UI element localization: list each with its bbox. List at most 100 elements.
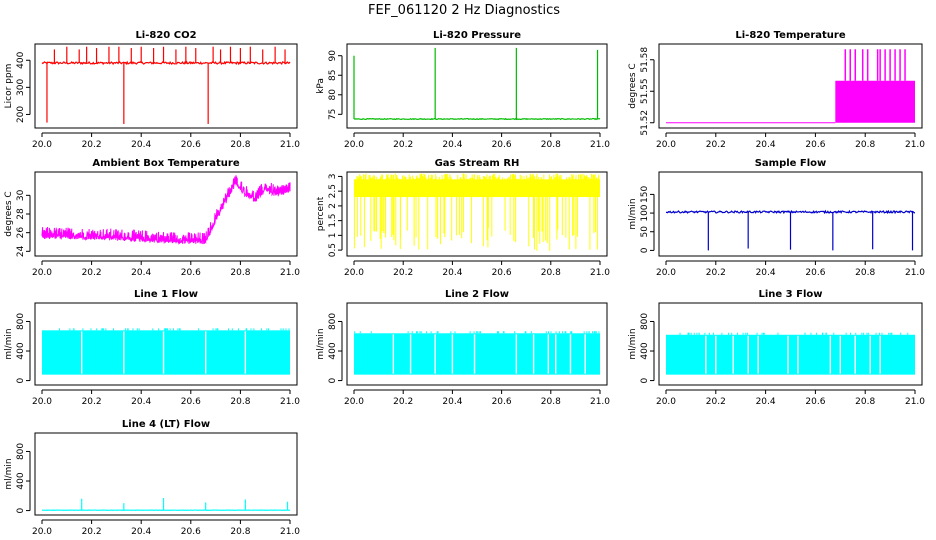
x-tick-label: 20.6 (492, 140, 512, 150)
y-tick-label: 2 (328, 203, 338, 209)
y-tick-label: 80 (328, 89, 338, 101)
y-tick-label: 2.5 (328, 184, 338, 198)
data-series (354, 331, 600, 375)
x-tick-label: 20.6 (492, 397, 512, 407)
plot-frame (34, 171, 298, 257)
data-series (41, 498, 291, 511)
y-axis: 0 400 800 (328, 313, 343, 383)
y-axis-label: ml/min (316, 328, 326, 359)
data-series (353, 173, 600, 251)
x-tick-label: 20.0 (656, 268, 676, 278)
y-tick-label: 3 (328, 174, 338, 180)
data-series (42, 328, 290, 375)
data-series (41, 175, 291, 245)
y-axis-label: Licor ppm (4, 64, 14, 109)
data-series (666, 332, 915, 375)
x-tick-label: 20.2 (82, 527, 102, 537)
x-tick-label: 20.4 (131, 397, 151, 407)
x-tick-label: 20.8 (541, 268, 561, 278)
x-tick-label: 20.2 (393, 140, 413, 150)
plot-frame (346, 43, 608, 129)
y-axis: 0 400 800 (640, 313, 655, 383)
x-tick-label: 20.0 (32, 527, 52, 537)
y-tick-label: 800 (640, 313, 650, 330)
y-tick-label: 90 (328, 50, 338, 62)
y-axis-label: degrees C (4, 191, 14, 236)
y-tick-label: 1 (328, 233, 338, 239)
y-tick-label: 150 (640, 186, 650, 203)
y-tick-label: 0 (16, 507, 26, 513)
y-axis-label: ml/min (628, 328, 638, 359)
y-tick-label: 75 (328, 109, 338, 120)
x-axis: 20.0 20.2 20.4 20.6 20.8 21.0 (656, 389, 925, 407)
x-axis: 20.0 20.2 20.4 20.6 20.8 21.0 (344, 389, 610, 407)
chart-panel: Gas Stream RH 20.0 20.2 20.4 20.6 20.8 21.0 0.5… (316, 158, 610, 278)
chart-title: Line 1 Flow (134, 289, 198, 300)
y-axis: 0 400 800 (16, 443, 31, 513)
y-tick-label: 26 (16, 227, 26, 239)
y-tick-label: 1.5 (328, 213, 338, 227)
y-tick-label: 0 (328, 377, 338, 383)
x-tick-label: 20.8 (855, 397, 875, 407)
y-axis-label: ml/min (4, 458, 14, 489)
y-tick-label: 85 (328, 70, 338, 81)
x-tick-label: 20.6 (805, 140, 825, 150)
series-line (41, 60, 291, 66)
x-tick-label: 20.0 (344, 397, 364, 407)
y-tick-label: 0 (640, 247, 650, 253)
x-tick-label: 20.4 (756, 397, 776, 407)
data-series (666, 49, 915, 124)
y-axis: 51.52 51.55 51.58 (640, 47, 655, 136)
y-axis: 0 400 800 (16, 313, 31, 383)
chart-title: Li-820 CO2 (135, 30, 196, 41)
x-tick-label: 20.4 (442, 140, 462, 150)
x-tick-label: 20.2 (393, 397, 413, 407)
x-tick-label: 20.0 (656, 397, 676, 407)
y-tick-label: 0 (640, 377, 650, 383)
x-tick-label: 20.2 (393, 268, 413, 278)
x-tick-label: 20.4 (442, 268, 462, 278)
x-tick-label: 20.6 (181, 397, 201, 407)
x-tick-label: 21.0 (280, 268, 300, 278)
chart-panel: Line 3 Flow 20.0 20.2 20.4 20.6 20.8 21.0 0 400 8… (628, 289, 925, 407)
x-tick-label: 20.8 (230, 397, 250, 407)
x-tick-label: 20.4 (131, 268, 151, 278)
x-tick-label: 20.2 (706, 397, 726, 407)
y-tick-label: 400 (16, 472, 26, 489)
x-axis: 20.0 20.2 20.4 20.6 20.8 21.0 (656, 132, 925, 150)
x-tick-label: 20.6 (181, 140, 201, 150)
x-tick-label: 20.0 (344, 140, 364, 150)
y-tick-label: 51.58 (640, 47, 650, 73)
x-tick-label: 20.8 (541, 140, 561, 150)
chart-panel: Line 2 Flow 20.0 20.2 20.4 20.6 20.8 21.0 0 400 8… (316, 289, 610, 407)
x-tick-label: 20.8 (855, 268, 875, 278)
x-tick-label: 20.2 (706, 140, 726, 150)
x-tick-label: 20.4 (131, 527, 151, 537)
y-axis-label: ml/min (628, 198, 638, 229)
x-tick-label: 20.0 (344, 268, 364, 278)
x-tick-label: 20.0 (656, 140, 676, 150)
y-tick-label: 100 (640, 204, 650, 221)
x-tick-label: 20.2 (706, 268, 726, 278)
x-tick-label: 20.6 (181, 527, 201, 537)
chart-title: Li-820 Pressure (433, 30, 521, 41)
x-tick-label: 20.4 (756, 268, 776, 278)
x-tick-label: 20.0 (32, 397, 52, 407)
figure-title: FEF_061120 2 Hz Diagnostics (368, 3, 560, 18)
y-tick-label: 800 (16, 313, 26, 330)
y-tick-label: 28 (16, 208, 26, 220)
x-tick-label: 21.0 (280, 140, 300, 150)
x-tick-label: 21.0 (590, 397, 610, 407)
y-tick-label: 50 (640, 226, 650, 238)
x-tick-label: 20.6 (805, 397, 825, 407)
y-tick-label: 400 (328, 342, 338, 359)
series-band (42, 330, 290, 375)
x-axis: 20.0 20.2 20.4 20.6 20.8 21.0 (32, 132, 300, 150)
chart-title: Li-820 Temperature (735, 30, 845, 41)
x-tick-label: 20.0 (32, 140, 52, 150)
chart-panel: Line 1 Flow 20.0 20.2 20.4 20.6 20.8 21.0 0 400 8… (4, 289, 300, 407)
data-series (353, 47, 601, 121)
